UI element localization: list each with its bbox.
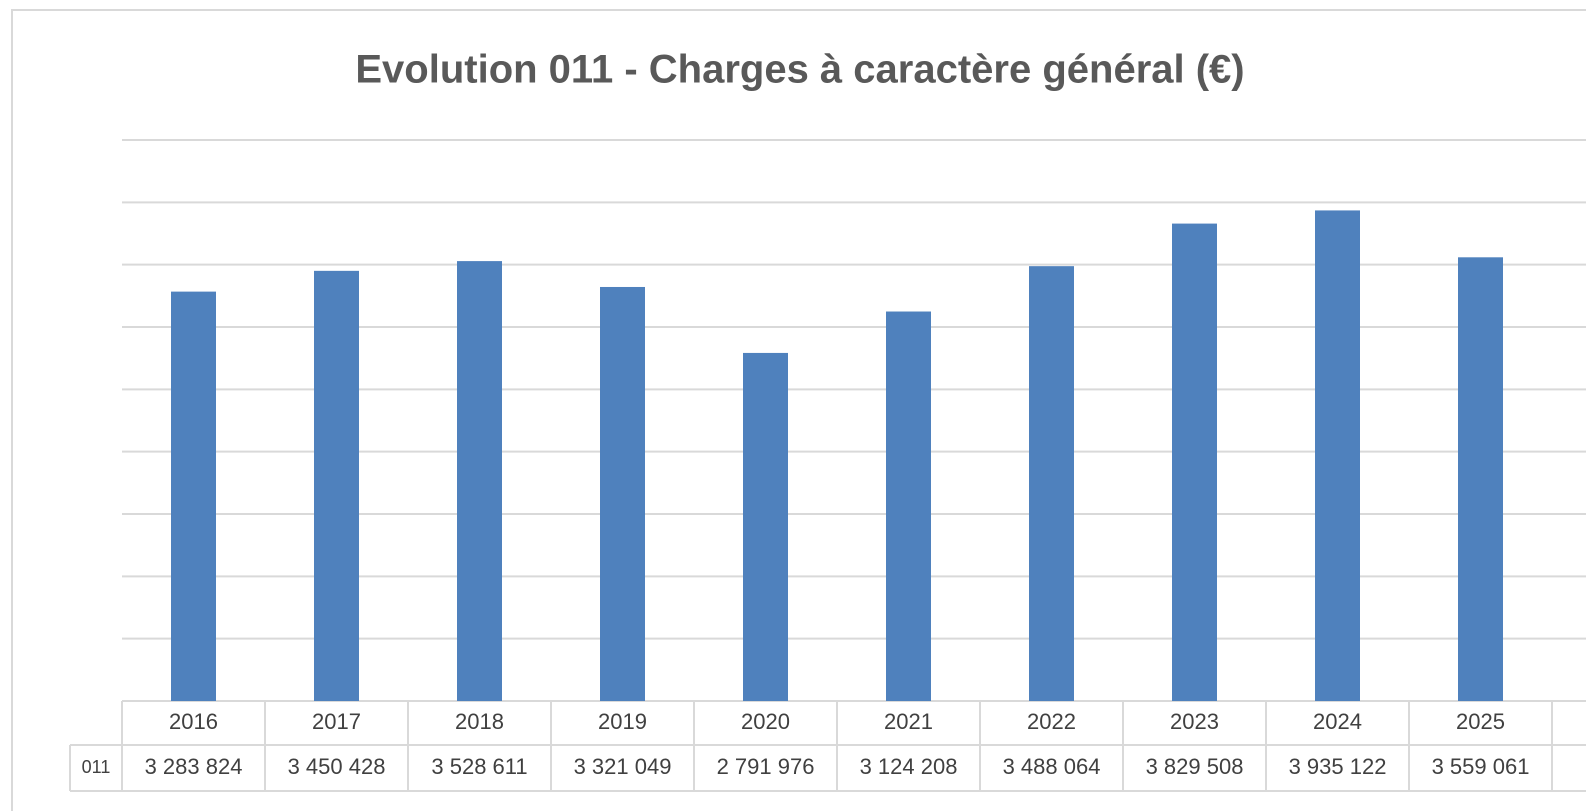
data-label: 3 935 122 bbox=[1289, 754, 1387, 779]
bar bbox=[1029, 266, 1074, 701]
bar bbox=[1172, 223, 1217, 701]
bar bbox=[886, 311, 931, 701]
data-label: 3 450 428 bbox=[288, 754, 386, 779]
data-label: 3 528 611 bbox=[431, 754, 527, 779]
data-label: 3 283 824 bbox=[145, 754, 243, 779]
x-tick-label: 2016 bbox=[169, 709, 218, 734]
bar bbox=[171, 291, 216, 701]
data-label: 2 791 976 bbox=[717, 754, 815, 779]
bar bbox=[457, 261, 502, 701]
bar bbox=[600, 286, 645, 701]
legend-label: 011 bbox=[82, 757, 111, 777]
data-label: 3 559 061 bbox=[1432, 754, 1530, 779]
data-label: 3 124 208 bbox=[860, 754, 958, 779]
bar bbox=[743, 352, 788, 701]
data-label: 3 321 049 bbox=[574, 754, 672, 779]
bar bbox=[1458, 257, 1503, 701]
chart-title: Evolution 011 - Charges à caractère géné… bbox=[355, 48, 1244, 92]
x-tick-label: 2019 bbox=[598, 709, 647, 734]
x-tick-label: 2017 bbox=[312, 709, 361, 734]
x-tick-label: 2022 bbox=[1027, 709, 1076, 734]
x-tick-label: 2021 bbox=[884, 709, 933, 734]
x-tick-label: 2025 bbox=[1456, 709, 1505, 734]
x-tick-label: 2018 bbox=[455, 709, 504, 734]
data-label: 3 829 508 bbox=[1146, 754, 1244, 779]
data-label: 3 488 064 bbox=[1003, 754, 1101, 779]
x-tick-label: 2024 bbox=[1313, 709, 1362, 734]
bar bbox=[314, 270, 359, 701]
x-tick-label: 2023 bbox=[1170, 709, 1219, 734]
bar bbox=[1315, 210, 1360, 702]
x-tick-label: 2020 bbox=[741, 709, 790, 734]
